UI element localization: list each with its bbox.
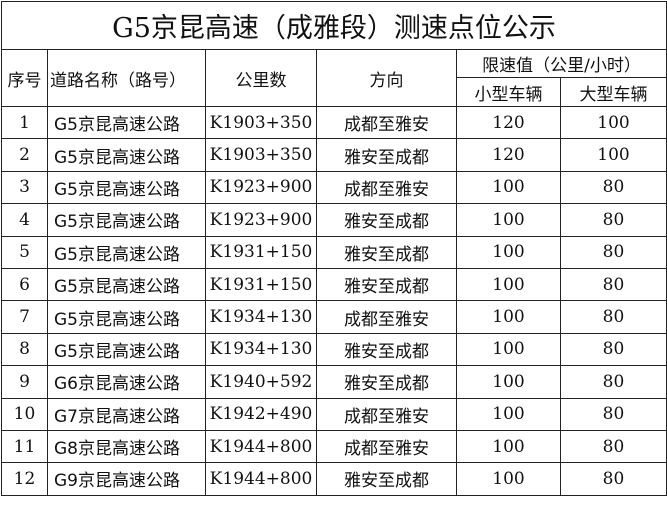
small-limit-cell: 100 — [456, 397, 561, 431]
header-road: 道路名称（路号） — [47, 49, 206, 107]
small-limit-cell: 100 — [456, 462, 561, 496]
large-limit-cell: 80 — [560, 332, 667, 367]
header-index: 序号 — [1, 49, 48, 107]
table-title: G5京昆高速（成雅段）测速点位公示 — [1, 1, 667, 50]
small-limit-cell: 100 — [456, 267, 561, 302]
km-cell: K1903+350 — [205, 138, 317, 172]
table-row: 7 G5京昆高速公路 K1934+130 成都至雅安 100 80 — [1, 300, 667, 334]
large-limit-cell: 100 — [560, 138, 667, 172]
index-cell: 6 — [1, 267, 48, 302]
index-cell: 2 — [1, 138, 48, 172]
direction-cell: 成都至雅安 — [316, 170, 457, 205]
direction-cell: 成都至雅安 — [316, 397, 457, 431]
index-cell: 10 — [1, 397, 48, 431]
large-limit-cell: 80 — [560, 235, 667, 269]
header-direction: 方向 — [316, 49, 457, 107]
table-row: 3 G5京昆高速公路 K1923+900 成都至雅安 100 80 — [1, 170, 667, 205]
large-limit-cell: 80 — [560, 365, 667, 399]
large-limit-cell: 80 — [560, 397, 667, 431]
road-cell: G5京昆高速公路 — [47, 235, 206, 269]
km-cell: K1923+900 — [205, 203, 317, 237]
km-cell: K1934+130 — [205, 332, 317, 367]
index-cell: 11 — [1, 429, 48, 464]
km-cell: K1931+150 — [205, 267, 317, 302]
road-cell: G5京昆高速公路 — [47, 105, 206, 140]
road-cell: G5京昆高速公路 — [47, 332, 206, 367]
road-cell: G5京昆高速公路 — [47, 267, 206, 302]
index-cell: 1 — [1, 105, 48, 140]
index-cell: 5 — [1, 235, 48, 269]
large-limit-cell: 80 — [560, 203, 667, 237]
header-small-vehicle: 小型车辆 — [456, 77, 561, 107]
table-row: 11 G8京昆高速公路 K1944+800 成都至雅安 100 80 — [1, 429, 667, 464]
index-cell: 12 — [1, 462, 48, 496]
large-limit-cell: 80 — [560, 462, 667, 496]
km-cell: K1903+350 — [205, 105, 317, 140]
km-cell: K1934+130 — [205, 300, 317, 334]
km-cell: K1940+592 — [205, 365, 317, 399]
large-limit-cell: 80 — [560, 429, 667, 464]
table-row: 10 G7京昆高速公路 K1942+490 成都至雅安 100 80 — [1, 397, 667, 431]
table-row: 4 G5京昆高速公路 K1923+900 雅安至成都 100 80 — [1, 203, 667, 237]
index-cell: 7 — [1, 300, 48, 334]
large-limit-cell: 80 — [560, 267, 667, 302]
index-cell: 8 — [1, 332, 48, 367]
road-cell: G5京昆高速公路 — [47, 138, 206, 172]
direction-cell: 雅安至成都 — [316, 235, 457, 269]
small-limit-cell: 100 — [456, 332, 561, 367]
direction-cell: 成都至雅安 — [316, 105, 457, 140]
index-cell: 3 — [1, 170, 48, 205]
direction-cell: 成都至雅安 — [316, 300, 457, 334]
direction-cell: 雅安至成都 — [316, 332, 457, 367]
table-row: 9 G6京昆高速公路 K1940+592 雅安至成都 100 80 — [1, 365, 667, 399]
km-cell: K1931+150 — [205, 235, 317, 269]
km-cell: K1923+900 — [205, 170, 317, 205]
small-limit-cell: 120 — [456, 105, 561, 140]
direction-cell: 雅安至成都 — [316, 203, 457, 237]
small-limit-cell: 100 — [456, 203, 561, 237]
direction-cell: 雅安至成都 — [316, 462, 457, 496]
header-limit: 限速值（公里/小时） — [456, 49, 667, 78]
small-limit-cell: 100 — [456, 300, 561, 334]
road-cell: G8京昆高速公路 — [47, 429, 206, 464]
road-cell: G5京昆高速公路 — [47, 300, 206, 334]
direction-cell: 雅安至成都 — [316, 267, 457, 302]
header-large-vehicle: 大型车辆 — [560, 77, 667, 107]
header-km: 公里数 — [205, 49, 317, 107]
direction-cell: 成都至雅安 — [316, 429, 457, 464]
small-limit-cell: 100 — [456, 170, 561, 205]
road-cell: G7京昆高速公路 — [47, 397, 206, 431]
table-row: 5 G5京昆高速公路 K1931+150 雅安至成都 100 80 — [1, 235, 667, 269]
small-limit-cell: 120 — [456, 138, 561, 172]
table-row: 2 G5京昆高速公路 K1903+350 雅安至成都 120 100 — [1, 138, 667, 172]
road-cell: G6京昆高速公路 — [47, 365, 206, 399]
km-cell: K1944+800 — [205, 429, 317, 464]
large-limit-cell: 100 — [560, 105, 667, 140]
small-limit-cell: 100 — [456, 429, 561, 464]
road-cell: G9京昆高速公路 — [47, 462, 206, 496]
direction-cell: 雅安至成都 — [316, 365, 457, 399]
small-limit-cell: 100 — [456, 235, 561, 269]
table-row: 8 G5京昆高速公路 K1934+130 雅安至成都 100 80 — [1, 332, 667, 367]
table-row: 1 G5京昆高速公路 K1903+350 成都至雅安 120 100 — [1, 105, 667, 140]
direction-cell: 雅安至成都 — [316, 138, 457, 172]
table-row: 6 G5京昆高速公路 K1931+150 雅安至成都 100 80 — [1, 267, 667, 302]
road-cell: G5京昆高速公路 — [47, 170, 206, 205]
speed-camera-table: G5京昆高速（成雅段）测速点位公示 序号 道路名称（路号） 公里数 方向 限速值… — [1, 1, 667, 496]
road-cell: G5京昆高速公路 — [47, 203, 206, 237]
km-cell: K1944+800 — [205, 462, 317, 496]
index-cell: 4 — [1, 203, 48, 237]
large-limit-cell: 80 — [560, 300, 667, 334]
large-limit-cell: 80 — [560, 170, 667, 205]
small-limit-cell: 100 — [456, 365, 561, 399]
km-cell: K1942+490 — [205, 397, 317, 431]
table-row: 12 G9京昆高速公路 K1944+800 雅安至成都 100 80 — [1, 462, 667, 496]
index-cell: 9 — [1, 365, 48, 399]
